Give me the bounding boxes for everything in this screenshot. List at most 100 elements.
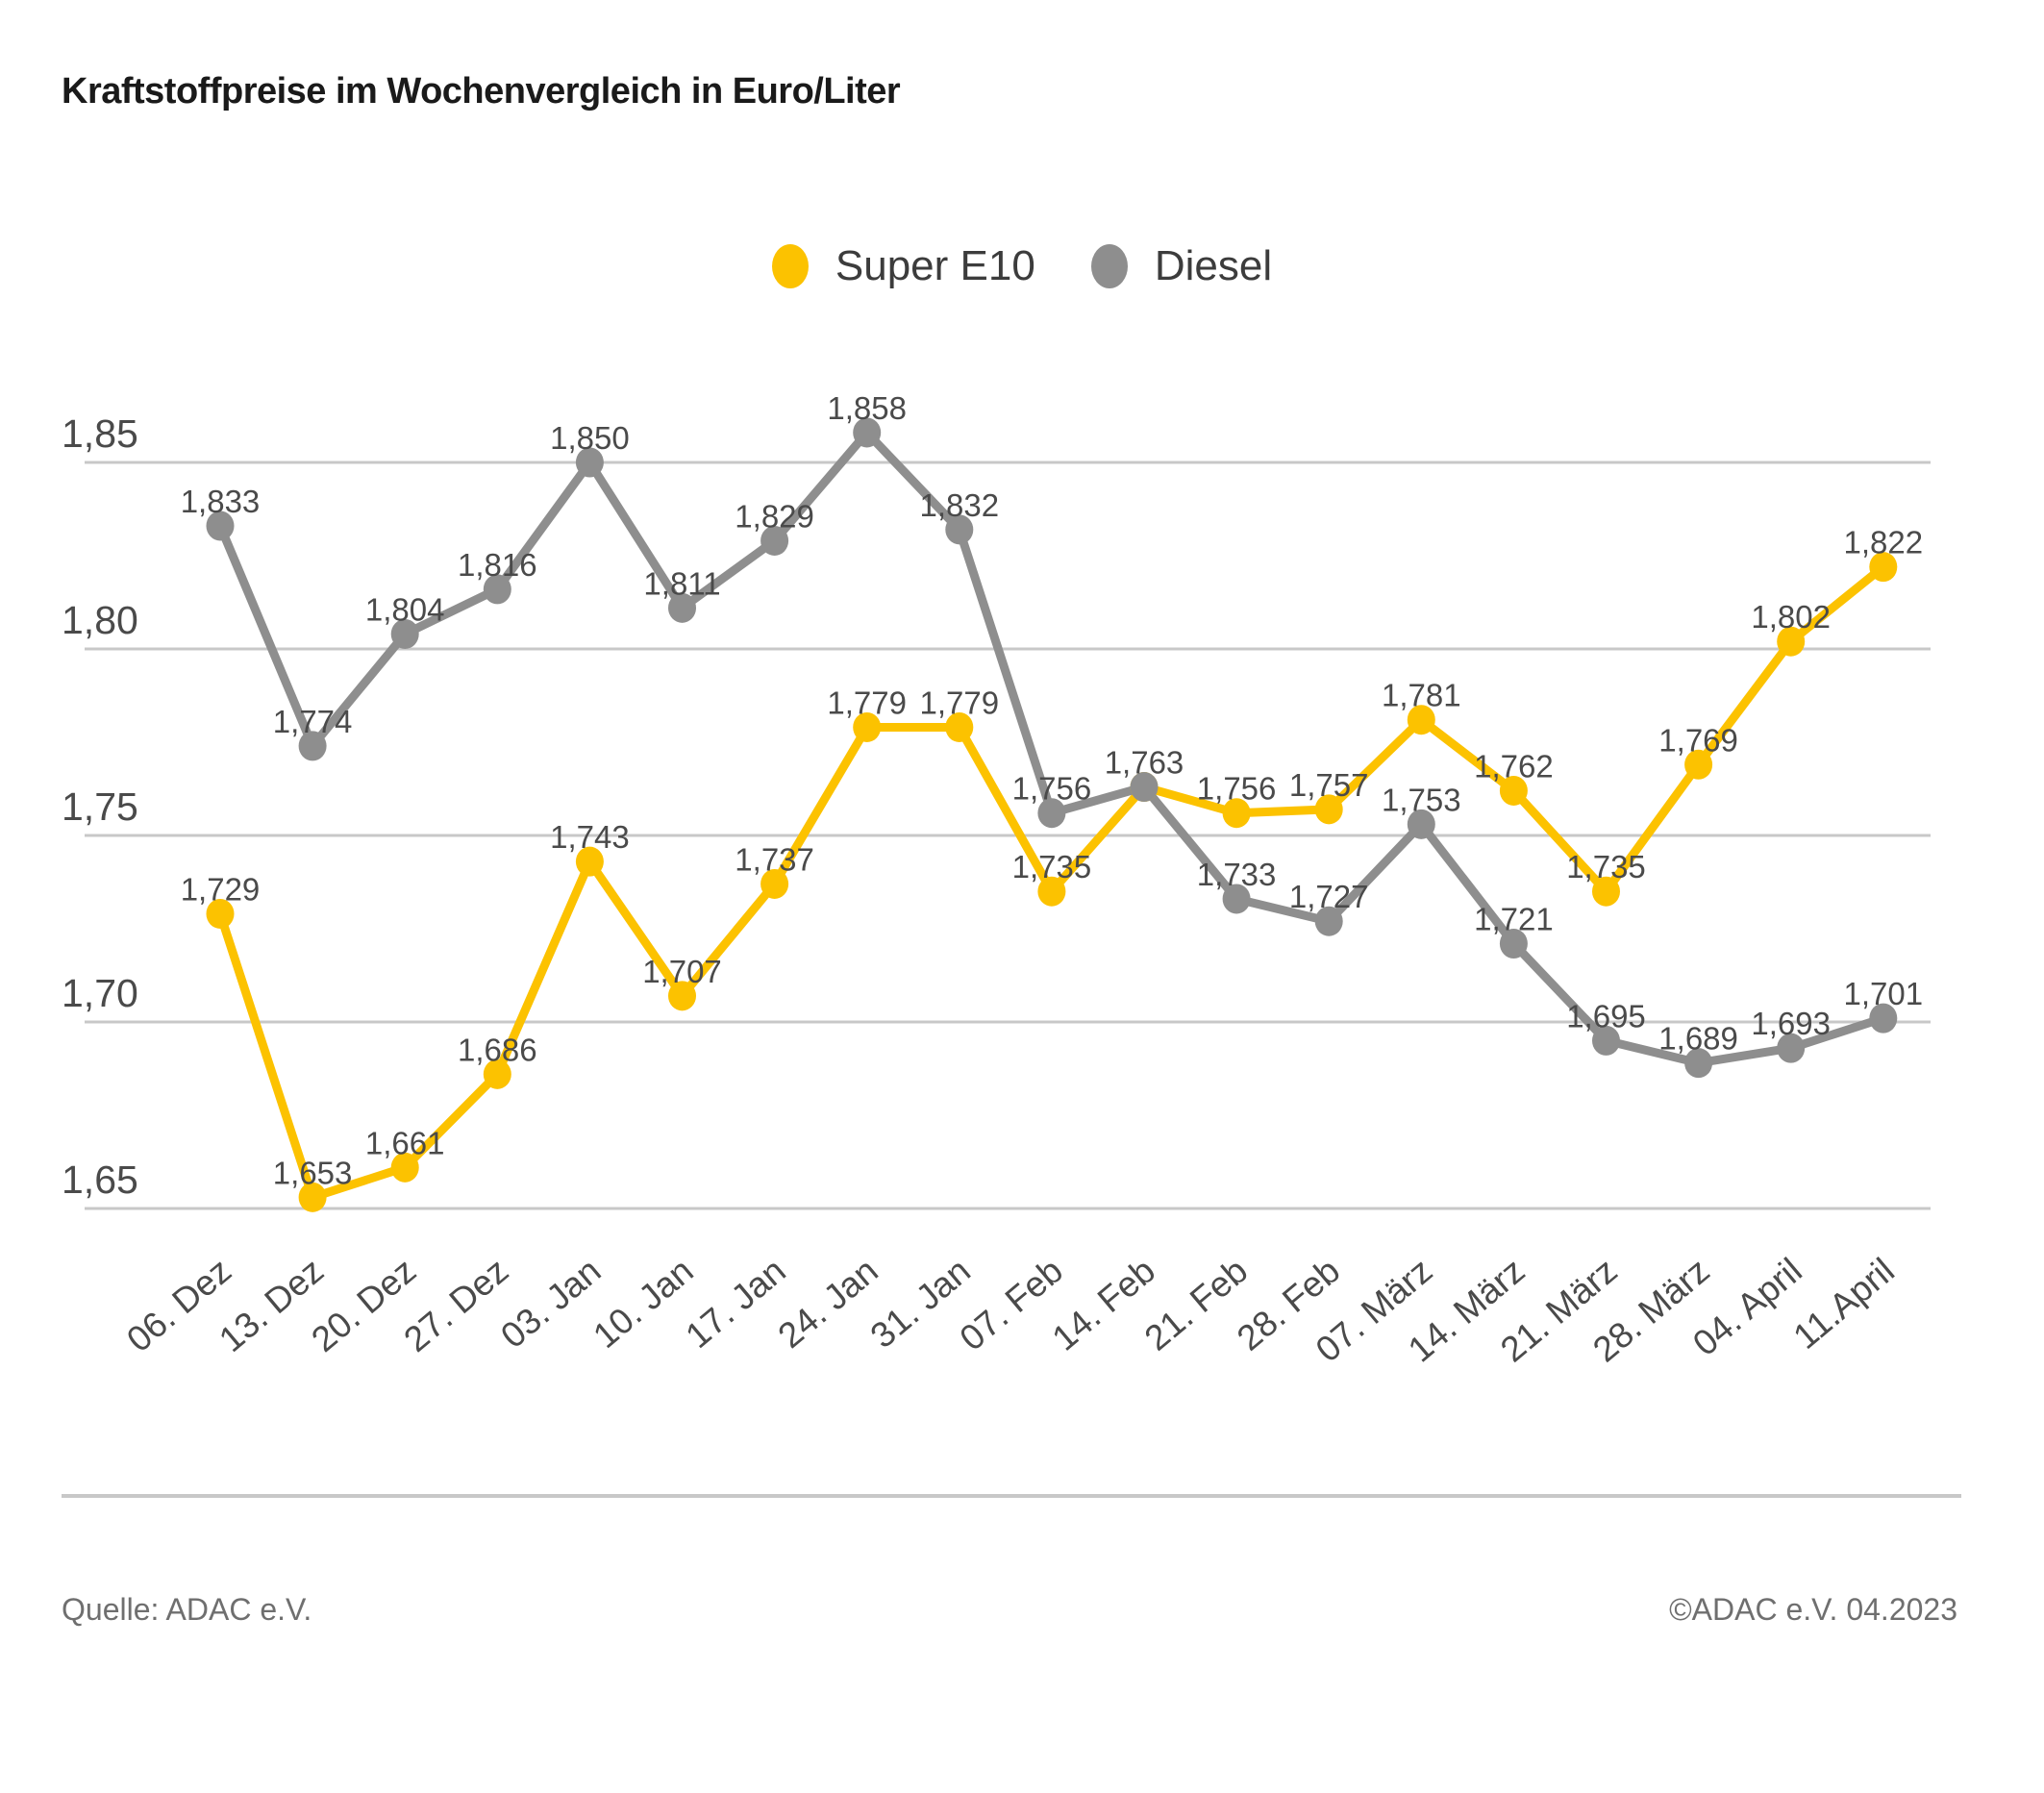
series-line-diesel: [215, 428, 1888, 1068]
x-axis-tick-label: 31. Jan: [863, 1251, 978, 1356]
data-value-label: 1,727: [1289, 879, 1369, 914]
data-point-super-e10: [1314, 794, 1343, 825]
data-value-label: 1,779: [920, 685, 1000, 720]
x-axis-tick-label: 21. Feb: [1137, 1251, 1255, 1358]
data-value-label: 1,822: [1844, 525, 1924, 560]
data-point-super-e10: [483, 1058, 511, 1089]
data-value-label: 1,832: [920, 487, 1000, 523]
x-axis-tick-label: 13. Dez: [212, 1251, 331, 1359]
footer-divider: [62, 1494, 1961, 1498]
data-value-label: 1,686: [458, 1032, 537, 1067]
x-axis-tick-label: 10. Jan: [586, 1251, 700, 1356]
data-value-label: 1,757: [1289, 767, 1369, 803]
data-point-super-e10: [668, 981, 696, 1011]
data-value-label: 1,756: [1012, 771, 1092, 807]
x-axis-tick-label: 06. Dez: [119, 1251, 238, 1359]
data-point-super-e10: [1684, 749, 1713, 780]
data-value-label: 1,721: [1474, 902, 1554, 937]
data-value-label: 1,762: [1474, 748, 1554, 784]
page-title: Kraftstoffpreise im Wochenvergleich in E…: [62, 71, 901, 112]
x-axis-tick-label: 03. Jan: [493, 1251, 608, 1356]
x-axis-tick-label: 24. Jan: [771, 1251, 885, 1356]
data-value-label: 1,737: [735, 841, 814, 877]
data-point-diesel: [760, 525, 789, 556]
data-point-super-e10: [206, 898, 235, 929]
data-value-label: 1,653: [273, 1155, 353, 1190]
data-point-super-e10: [1407, 705, 1435, 735]
data-point-super-e10: [760, 868, 789, 899]
legend-label-diesel: Diesel: [1154, 242, 1273, 289]
data-value-label: 1,729: [181, 871, 261, 907]
data-value-label: 1,689: [1658, 1021, 1738, 1057]
data-point-diesel: [1777, 1033, 1806, 1063]
data-value-label: 1,858: [827, 390, 907, 426]
data-point-diesel: [1037, 798, 1066, 829]
data-point-diesel: [1222, 884, 1251, 914]
y-axis-tick-label: 1,65: [62, 1158, 138, 1202]
data-value-label: 1,811: [643, 565, 720, 601]
data-value-label: 1,833: [181, 484, 261, 519]
super-e10-marker-icon: [771, 244, 809, 288]
data-point-diesel: [945, 514, 974, 545]
data-point-diesel: [1499, 929, 1528, 959]
data-point-super-e10: [853, 711, 882, 742]
data-value-label: 1,769: [1658, 722, 1738, 758]
data-point-super-e10: [1777, 626, 1806, 657]
data-point-diesel: [575, 447, 604, 478]
x-axis-tick-label: 14. Feb: [1045, 1251, 1162, 1358]
data-point-diesel: [1130, 772, 1159, 803]
data-value-label: 1,693: [1751, 1006, 1831, 1041]
data-value-label: 1,701: [1844, 976, 1924, 1011]
data-point-diesel: [390, 618, 419, 649]
data-value-label: 1,804: [365, 591, 445, 627]
data-value-label: 1,695: [1566, 998, 1646, 1033]
data-value-label: 1,735: [1566, 849, 1646, 884]
data-point-diesel: [668, 592, 696, 623]
data-value-label: 1,802: [1751, 599, 1831, 635]
data-point-super-e10: [298, 1182, 327, 1212]
source-note: Quelle: ADAC e.V.: [62, 1592, 312, 1627]
data-point-diesel: [1869, 1003, 1898, 1033]
data-value-label: 1,774: [273, 704, 353, 739]
x-axis-tick-label: 11.April: [1786, 1251, 1902, 1357]
data-point-diesel: [1314, 906, 1343, 936]
data-point-super-e10: [1499, 775, 1528, 806]
data-point-super-e10: [575, 846, 604, 877]
y-axis-tick-label: 1,70: [62, 971, 138, 1015]
data-value-label: 1,707: [642, 954, 722, 989]
data-point-super-e10: [1222, 798, 1251, 829]
y-axis-tick-label: 1,80: [62, 598, 138, 642]
data-value-label: 1,829: [735, 498, 814, 534]
legend-item-diesel: Diesel: [1090, 242, 1273, 290]
data-value-label: 1,850: [550, 420, 630, 456]
y-axis-tick-label: 1,75: [62, 784, 138, 829]
data-point-super-e10: [390, 1152, 419, 1183]
data-point-super-e10: [945, 711, 974, 742]
x-axis-tick-label: 07. Feb: [953, 1251, 1070, 1358]
diesel-marker-icon: [1090, 244, 1128, 288]
data-value-label: 1,779: [827, 685, 907, 720]
data-value-label: 1,816: [458, 547, 537, 583]
data-point-diesel: [1407, 809, 1435, 839]
x-axis-tick-label: 20. Dez: [304, 1251, 423, 1359]
data-value-label: 1,735: [1012, 849, 1092, 884]
data-value-label: 1,763: [1105, 745, 1184, 781]
legend-label-super-e10: Super E10: [835, 242, 1035, 289]
data-point-diesel: [853, 417, 882, 448]
y-axis-tick-label: 1,85: [62, 411, 138, 456]
data-point-diesel: [483, 574, 511, 605]
data-value-label: 1,661: [365, 1125, 445, 1160]
data-value-label: 1,753: [1382, 782, 1461, 817]
data-point-diesel: [298, 731, 327, 761]
x-axis-tick-label: 27. Dez: [396, 1251, 515, 1359]
data-point-diesel: [206, 511, 235, 541]
data-point-super-e10: [1869, 552, 1898, 583]
data-point-super-e10: [1592, 876, 1620, 907]
x-axis-tick-label: 17. Jan: [678, 1251, 792, 1356]
data-point-diesel: [1684, 1048, 1713, 1079]
data-value-label: 1,756: [1197, 771, 1277, 807]
copyright-note: ©ADAC e.V. 04.2023: [1669, 1592, 1957, 1627]
data-value-label: 1,781: [1382, 678, 1461, 713]
